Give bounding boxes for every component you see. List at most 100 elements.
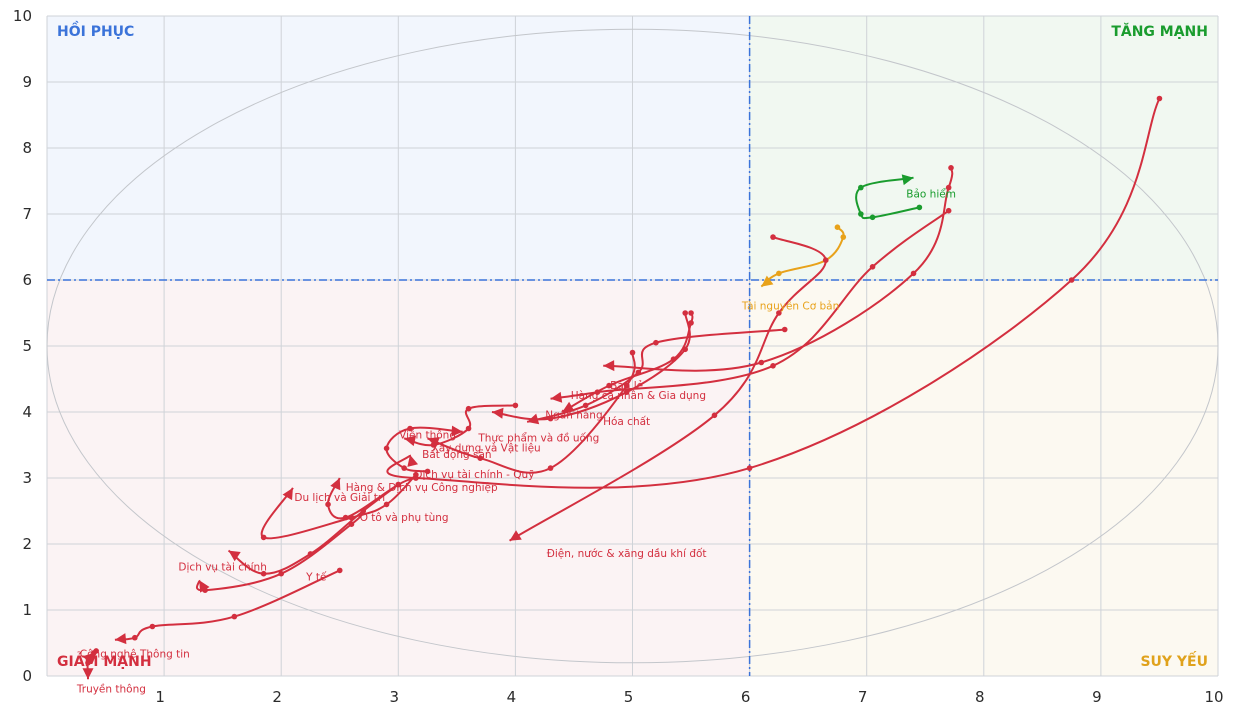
series-4 [603,165,954,372]
series-label: Xây dựng và Vật liệu [432,443,541,455]
series-point [465,405,472,412]
series-point [582,402,589,409]
series-arrow-head [114,633,127,645]
series-arrow-head [509,530,522,541]
x-tick-label: 4 [507,688,517,706]
y-tick-label: 9 [22,73,32,91]
series-label: Bán lẻ [610,380,643,392]
series-point [477,455,484,462]
series-arrow-head [603,360,615,372]
series-point [682,346,688,353]
series-trail-line [386,98,1161,489]
series-arrow-head [407,454,419,467]
series-label: Du lịch và Giải trí [294,492,386,504]
series-13 [260,471,419,541]
series-label: Hàng cá nhân & Gia dụng [571,390,706,402]
series-arrow-head [901,174,914,186]
series-label: Thực phẩm và đồ uống [477,432,599,445]
series-point [858,211,864,217]
series-point [260,570,267,577]
series-point [1156,95,1163,102]
series-point [260,534,267,541]
series-point [348,521,355,527]
y-tick-label: 4 [22,403,32,421]
series-label: Y tế [305,571,327,583]
series-point [910,270,917,277]
series-point [360,508,366,514]
series-label: Điện, nước & xăng dầu khí đốt [547,548,707,560]
series-point [682,310,688,316]
series-0 [855,174,923,221]
series-15 [196,508,366,593]
series-point [776,310,782,316]
series-point [91,650,97,656]
series-16 [114,567,343,645]
series-label: Ô tô và phụ tùng [360,511,449,524]
series-point [653,339,659,346]
x-tick-label: 9 [1092,688,1102,706]
series-point [776,270,782,277]
series-point [869,264,876,270]
y-tick-label: 3 [22,469,32,487]
reference-ellipse [46,28,1219,664]
x-tick-label: 6 [741,688,751,706]
series-arrow-head [451,425,463,437]
series-arrow-head [82,668,94,680]
series-point [770,234,776,240]
series-arrow-head [761,275,774,287]
series-label: Dịch vụ tài chính - Quỹ [414,469,534,481]
series-point [1068,277,1075,283]
series-8 [491,310,691,422]
series-trail-line [509,236,827,542]
series-14 [227,481,402,577]
series-point [746,465,753,471]
series-labels: Bảo hiểm Tài nguyên Cơ bản Điện, nước & xă… [76,188,956,696]
series-point [858,184,864,191]
series-arrow-head [228,550,241,562]
series-point [465,425,472,432]
y-tick-label: 2 [22,535,32,553]
series-point [945,207,952,214]
series-point [916,204,923,211]
series-point [383,501,390,508]
quadrant-label-top-left: HỒI PHỤC [57,21,134,40]
series-trail-line [114,569,341,641]
series-point [822,257,829,264]
series-point [278,570,285,577]
series-arrow-head [562,401,575,412]
series-label: Hóa chất [603,416,650,428]
series-18 [82,650,97,680]
series-point [770,363,776,369]
x-tick-label: 2 [272,688,282,706]
series-point [149,623,156,630]
series-point [512,402,519,409]
series-trails [81,95,1163,680]
y-tick-label: 7 [22,205,32,223]
series-arrow-head [282,487,293,501]
x-tick-label: 3 [390,688,400,706]
series-point [401,465,407,471]
series-point [688,320,694,326]
series-point [945,184,952,191]
series-point [948,165,954,171]
series-point [629,349,636,356]
series-arrow-head [491,407,504,419]
series-point [623,382,630,389]
y-tick-label: 1 [22,601,32,619]
series-label: Viễn thông [399,428,456,441]
series-2 [509,234,829,542]
y-tick-label: 8 [22,139,32,157]
series-point [711,412,718,419]
series-point [758,359,765,366]
series-11 [383,425,463,475]
series-arrow-head [199,580,210,593]
series-point [781,326,788,333]
series-7 [561,310,694,413]
series-point [407,425,413,432]
series-point [413,471,419,478]
series-point [547,465,554,471]
series-point [623,389,630,396]
x-tick-label: 10 [1204,688,1223,706]
x-tick-label: 1 [155,688,165,706]
